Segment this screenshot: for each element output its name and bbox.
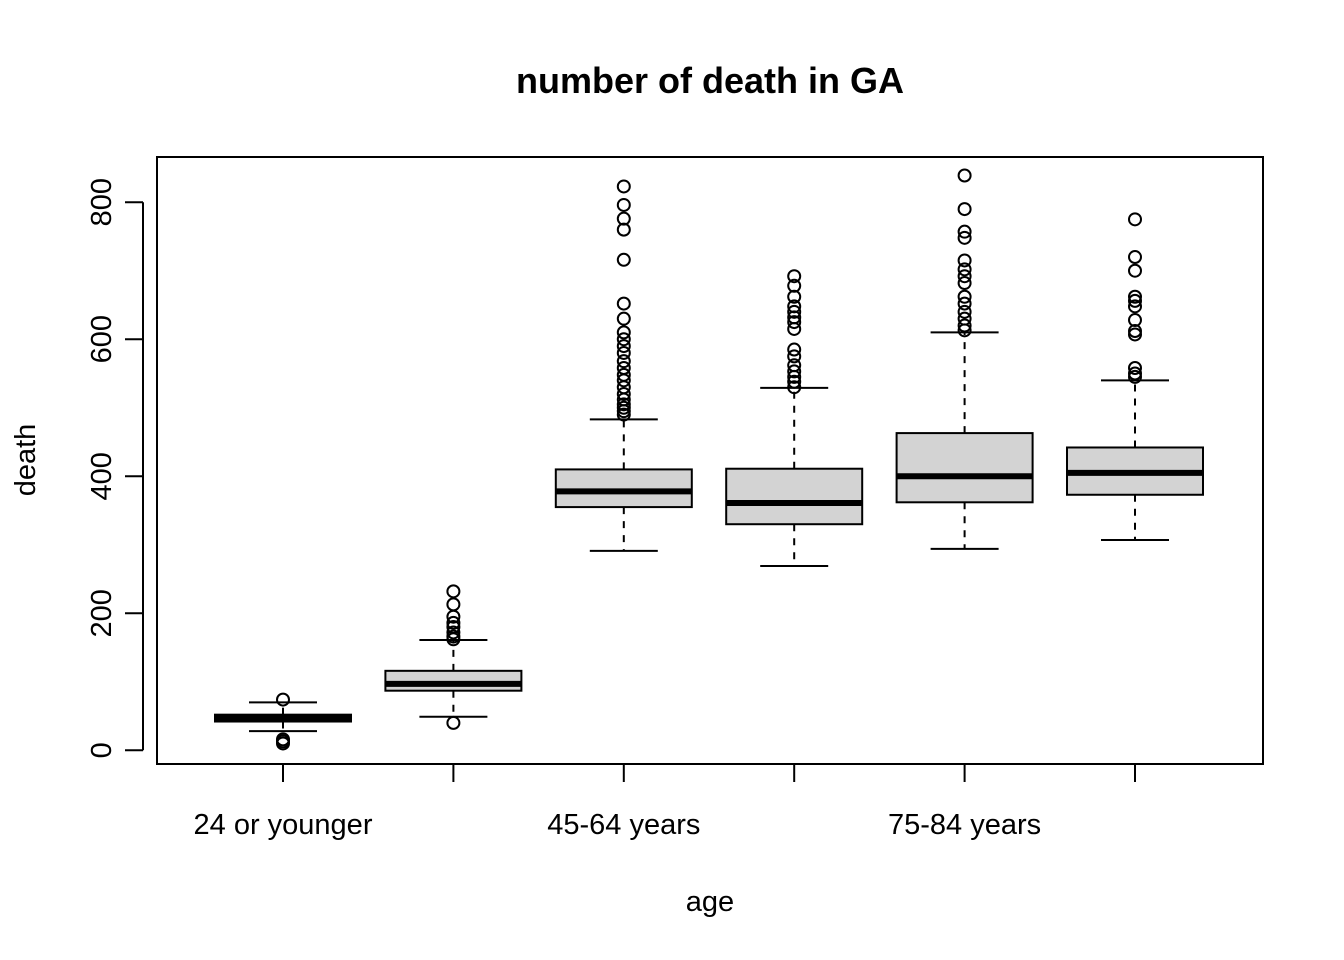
outlier-point [616, 296, 631, 311]
outlier-point [1128, 212, 1142, 227]
outlier-point [616, 311, 631, 326]
x-axis-label: age [686, 886, 734, 918]
outlier-point [787, 315, 802, 330]
outlier-point [446, 619, 461, 634]
y-axis: 0 200 400 600 800 [86, 178, 144, 758]
outlier-point [616, 252, 631, 267]
y-tick-label: 0 [86, 742, 118, 758]
boxes-group [214, 168, 1204, 751]
y-tick-label: 800 [86, 178, 118, 226]
outlier-point [616, 397, 631, 412]
outlier-point [616, 222, 631, 237]
outlier-point [446, 629, 461, 644]
outlier-point [957, 262, 972, 277]
outlier-point [787, 380, 802, 395]
outlier-point [957, 253, 972, 268]
outlier-point [957, 269, 972, 284]
outlier-point [787, 358, 802, 373]
outlier-point [787, 289, 802, 304]
box-2 [384, 584, 523, 730]
outlier-point [616, 325, 631, 340]
outlier-point [616, 361, 631, 376]
outlier-point [787, 278, 802, 293]
outlier-point [446, 597, 461, 612]
box-6 [1066, 212, 1204, 541]
outlier-point [957, 304, 972, 319]
outlier-point [1128, 293, 1142, 308]
outlier-point [787, 269, 802, 284]
box-iqr [384, 669, 523, 692]
outlier-point [616, 197, 631, 212]
box-3 [554, 179, 693, 552]
outlier-point [1128, 313, 1142, 328]
outlier-point [957, 230, 972, 245]
outlier-point [616, 387, 631, 402]
outlier-point [276, 732, 290, 747]
box-1 [214, 692, 352, 751]
outlier-point [957, 202, 972, 217]
outlier-point [1128, 324, 1142, 339]
outlier-point [616, 367, 631, 382]
outlier-point [1128, 289, 1142, 304]
outlier-point [957, 289, 972, 304]
outlier-point [787, 349, 802, 364]
outlier-point [1128, 299, 1142, 314]
outlier-point [787, 304, 802, 319]
outlier-point [616, 332, 631, 347]
outlier-point [276, 692, 290, 707]
outlier-point [616, 345, 631, 360]
outlier-point [446, 625, 461, 640]
x-tick-label: 75-84 years [888, 809, 1041, 841]
y-axis-label: death [10, 424, 42, 497]
outlier-point [957, 318, 972, 333]
outlier-point [446, 615, 461, 630]
outlier-point [446, 715, 461, 730]
outlier-point [787, 299, 802, 314]
outlier-point [1128, 361, 1142, 376]
x-axis: 24 or younger 45-64 years 75-84 years [194, 764, 1136, 841]
x-tick-label: 24 or younger [194, 809, 373, 841]
box-4 [725, 269, 864, 568]
outlier-point [957, 311, 972, 326]
box-5 [895, 168, 1034, 550]
outlier-point [616, 179, 631, 194]
outlier-point [787, 310, 802, 325]
outlier-point [787, 364, 802, 379]
outlier-point [1128, 263, 1142, 278]
outlier-point [957, 168, 972, 183]
outlier-point [1128, 250, 1142, 265]
outlier-point [616, 211, 631, 226]
chart-title: number of death in GA [516, 60, 904, 101]
box-iqr [554, 468, 693, 509]
outlier-point [957, 276, 972, 291]
outlier-point [787, 374, 802, 389]
outlier-point [957, 296, 972, 311]
y-tick-label: 600 [86, 315, 118, 363]
outlier-point [1128, 366, 1142, 381]
box-iqr [725, 467, 864, 526]
outlier-point [957, 224, 972, 239]
box-iqr [895, 432, 1034, 504]
outlier-point [787, 342, 802, 357]
y-tick-label: 400 [86, 452, 118, 500]
x-tick-label: 45-64 years [547, 809, 700, 841]
outlier-point [446, 584, 461, 599]
outlier-point [616, 339, 631, 354]
outlier-point [616, 354, 631, 369]
plot-frame [156, 156, 1264, 765]
y-tick-label: 200 [86, 589, 118, 637]
